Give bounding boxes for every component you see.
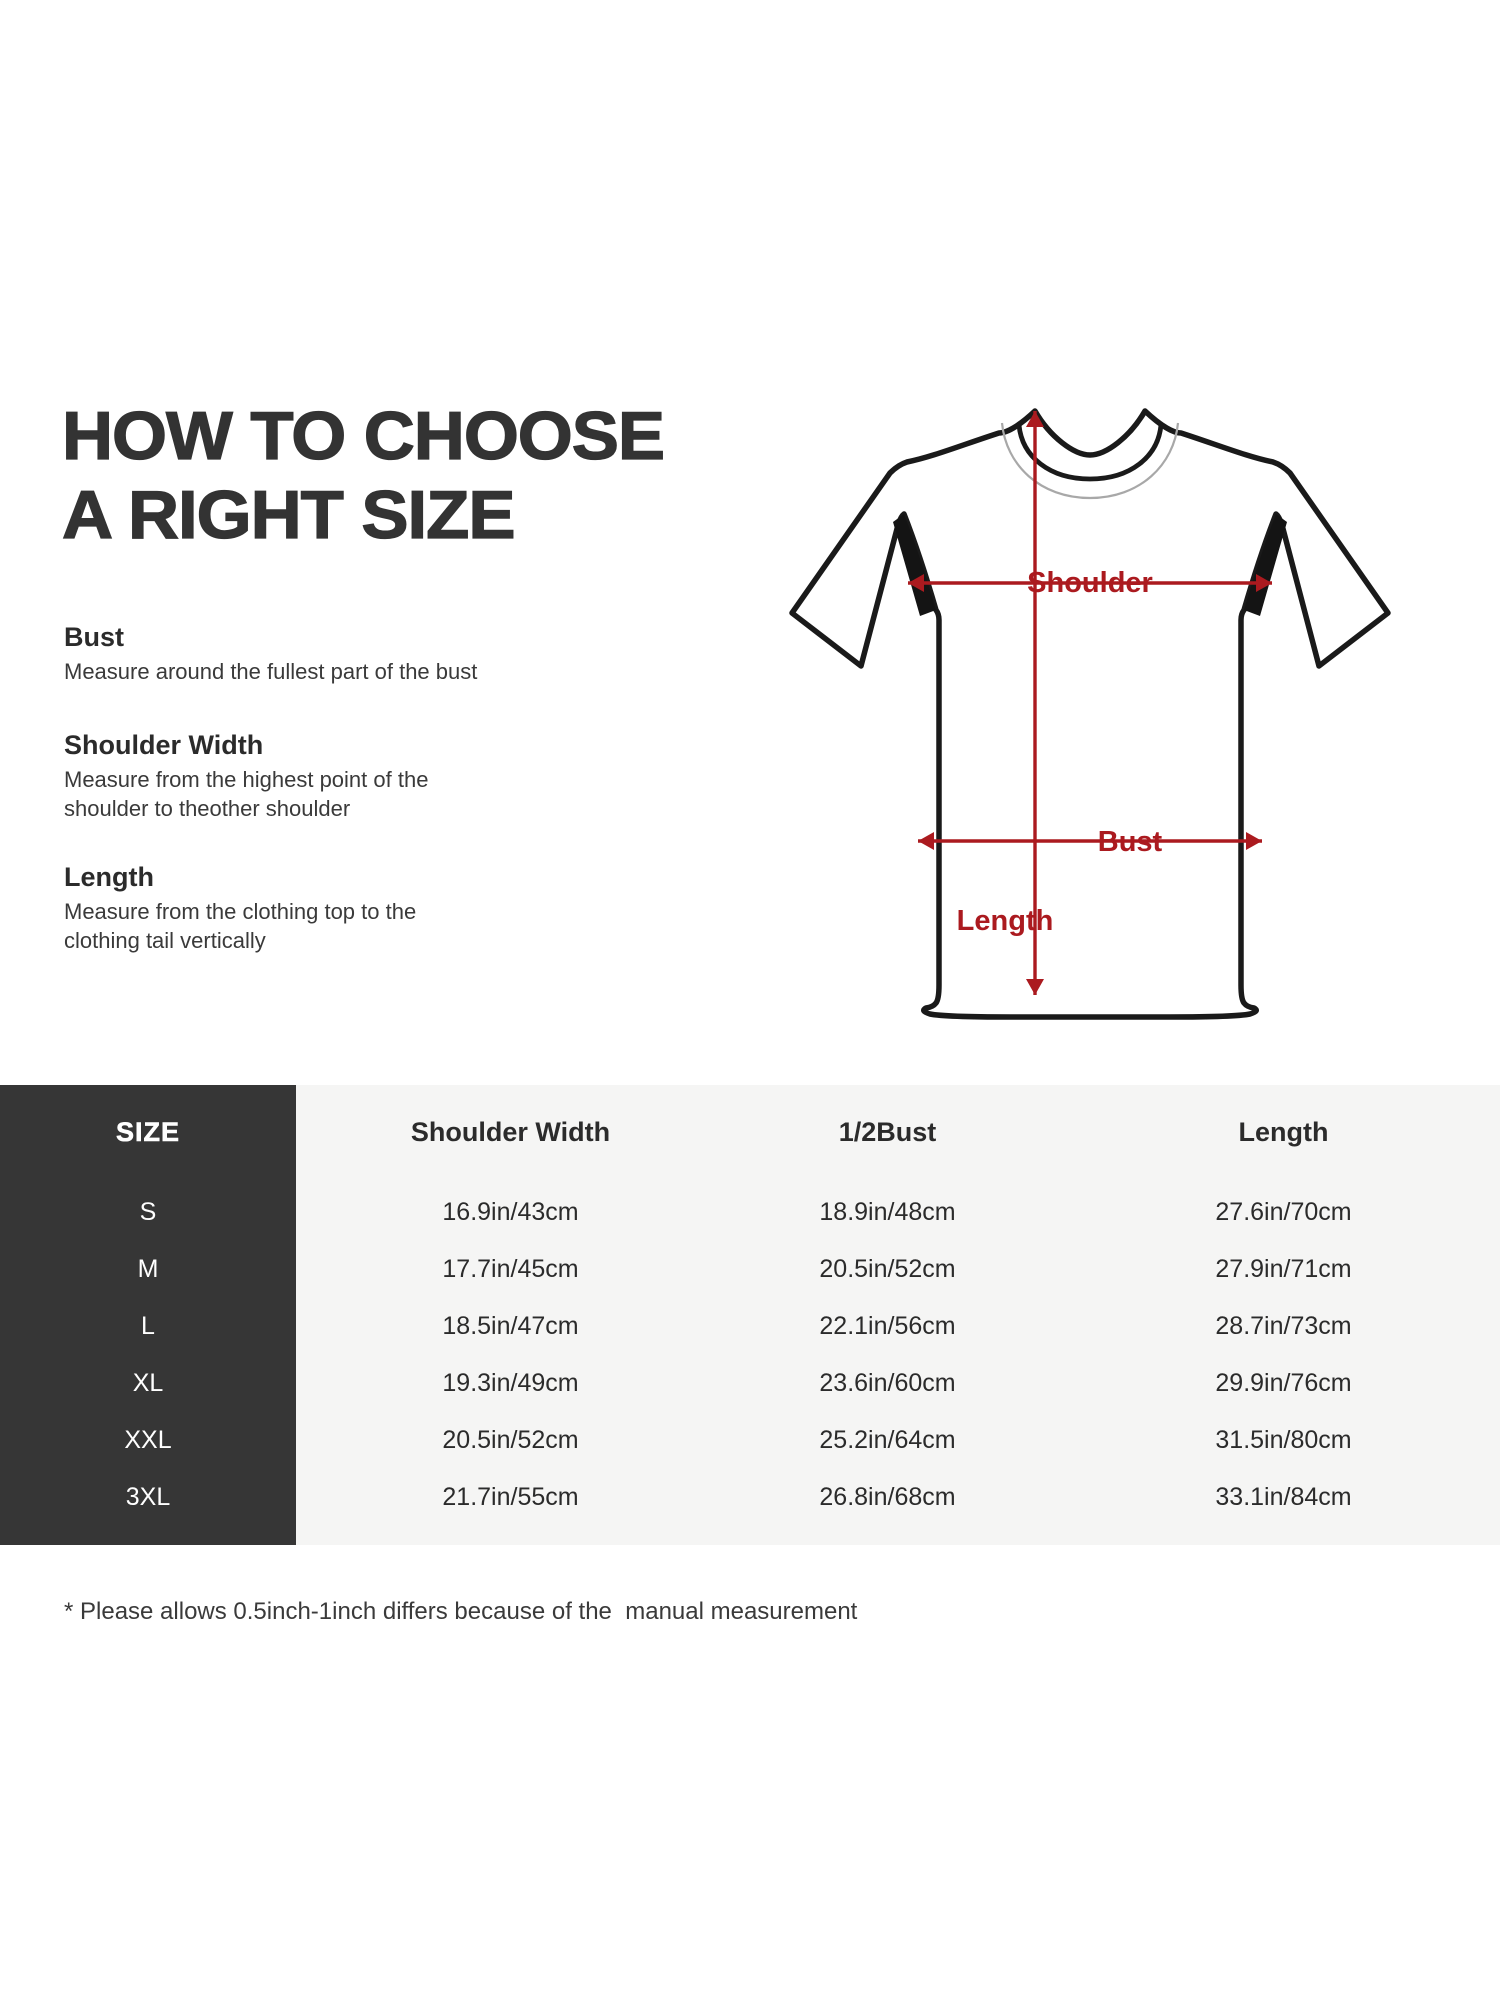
svg-text:Shoulder: Shoulder [1027, 567, 1153, 599]
svg-text:Bust: Bust [1098, 826, 1163, 858]
svg-text:Length: Length [957, 905, 1054, 937]
